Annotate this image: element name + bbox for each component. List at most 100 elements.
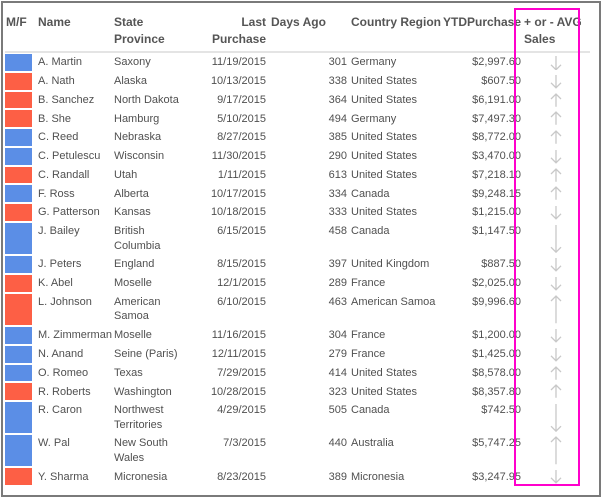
table-row[interactable]: C. Petulescu Wisconsin 11/30/2015 290 United… bbox=[5, 147, 590, 166]
table-row[interactable]: K. Abel Moselle 12/1/2015 289 France $2,025.0… bbox=[5, 274, 590, 293]
gender-cell bbox=[5, 255, 38, 274]
table-row[interactable]: F. Ross Alberta 10/17/2015 334 Canada $9,248.… bbox=[5, 184, 590, 203]
country-cell: Australia bbox=[351, 437, 394, 450]
last-purchase-cell: 12/11/2015 bbox=[211, 347, 266, 360]
ytd-cell: $2,997.60 bbox=[472, 56, 522, 69]
col-header-last-purchase[interactable]: Last Purchase bbox=[211, 15, 266, 46]
trend-cell bbox=[521, 326, 590, 345]
gender-swatch bbox=[5, 72, 32, 90]
country-cell: United States bbox=[351, 168, 418, 181]
arrow-up-icon bbox=[550, 130, 561, 144]
gender-cell bbox=[5, 147, 38, 166]
gender-cell bbox=[5, 52, 38, 72]
name-cell: C. Reed bbox=[38, 131, 79, 144]
col-header-country[interactable]: Country Region bbox=[351, 15, 441, 29]
table-row[interactable]: B. She Hamburg 5/10/2015 494 Germany $7,497.3… bbox=[5, 109, 590, 128]
name-cell: A. Nath bbox=[38, 74, 75, 87]
arrow-up-icon bbox=[550, 111, 561, 126]
trend-cell bbox=[521, 52, 590, 72]
ytd-cell: $8,578.00 bbox=[472, 366, 522, 379]
col-header-days-ago[interactable]: Days Ago bbox=[271, 15, 326, 29]
state-cell: Saxony bbox=[114, 56, 151, 69]
last-purchase-cell: 4/29/2015 bbox=[217, 404, 266, 417]
table-row[interactable]: C. Randall Utah 1/11/2015 613 United States $… bbox=[5, 166, 590, 185]
gender-swatch bbox=[5, 435, 32, 467]
table-row[interactable]: L. Johnson American Samoa 6/10/2015 463 Amer… bbox=[5, 293, 590, 326]
col-header-gender[interactable]: M/F bbox=[6, 15, 27, 29]
trend-cell bbox=[521, 293, 590, 326]
table-row[interactable]: J. Bailey British Columbia 6/15/2015 458 Can… bbox=[5, 222, 590, 255]
state-cell: England bbox=[114, 258, 155, 271]
state-cell: Hamburg bbox=[114, 112, 160, 125]
gender-swatch bbox=[5, 293, 32, 325]
trend-cell bbox=[521, 364, 590, 383]
name-cell: W. Pal bbox=[38, 437, 70, 450]
ytd-cell: $607.50 bbox=[481, 74, 522, 87]
table-row[interactable]: C. Reed Nebraska 8/27/2015 385 United States… bbox=[5, 128, 590, 147]
arrow-up-icon bbox=[550, 167, 561, 182]
country-cell: France bbox=[351, 329, 386, 342]
name-cell: R. Roberts bbox=[38, 385, 91, 398]
name-cell: Y. Sharma bbox=[38, 470, 89, 483]
table-row[interactable]: A. Nath Alaska 10/13/2015 338 United States $… bbox=[5, 72, 590, 91]
ytd-cell: $1,215.00 bbox=[472, 206, 522, 219]
table-row[interactable]: J. Peters England 8/15/2015 397 United Kingd… bbox=[5, 255, 590, 274]
country-cell: United States bbox=[351, 150, 418, 163]
arrow-up-icon bbox=[550, 436, 561, 465]
gender-cell bbox=[5, 382, 38, 401]
last-purchase-cell: 10/13/2015 bbox=[210, 74, 266, 87]
ytd-cell: $2,025.00 bbox=[472, 277, 522, 290]
days-ago-cell: 333 bbox=[328, 206, 347, 219]
table-row[interactable]: G. Patterson Kansas 10/18/2015 333 United St… bbox=[5, 203, 590, 222]
ytd-cell: $8,357.80 bbox=[472, 385, 522, 398]
gender-cell bbox=[5, 91, 38, 110]
country-cell: United States bbox=[351, 206, 418, 219]
arrow-down-icon bbox=[550, 225, 561, 254]
ytd-cell: $1,200.00 bbox=[472, 329, 522, 342]
gender-swatch bbox=[5, 110, 32, 128]
col-header-avg-sales[interactable]: + or - AVG Sales bbox=[524, 15, 582, 46]
gender-cell bbox=[5, 345, 38, 364]
table-row[interactable]: M. Zimmerman Moselle 11/16/2015 304 France $1… bbox=[5, 326, 590, 345]
ytd-cell: $5,747.25 bbox=[472, 437, 522, 450]
arrow-up-icon bbox=[550, 384, 561, 399]
table-row[interactable]: A. Martin Saxony 11/19/2015 301 Germany $2,99… bbox=[5, 52, 590, 72]
table-row[interactable]: Y. Sharma Micronesia 8/23/2015 389 Micronesi… bbox=[5, 467, 590, 486]
name-cell: M. Zimmerman bbox=[38, 329, 112, 342]
col-header-name[interactable]: Name bbox=[38, 15, 71, 29]
ytd-cell: $742.50 bbox=[481, 404, 522, 417]
country-cell: Canada bbox=[351, 187, 390, 200]
last-purchase-cell: 10/17/2015 bbox=[210, 187, 266, 200]
state-cell: Texas bbox=[114, 366, 143, 379]
gender-cell bbox=[5, 109, 38, 128]
trend-cell bbox=[521, 401, 590, 434]
gender-swatch bbox=[5, 402, 32, 434]
name-cell: K. Abel bbox=[38, 277, 73, 290]
days-ago-cell: 458 bbox=[328, 225, 347, 238]
table-row[interactable]: O. Romeo Texas 7/29/2015 414 United States $8… bbox=[5, 364, 590, 383]
gender-swatch bbox=[5, 54, 32, 71]
table-row[interactable]: R. Caron Northwest Territories 4/29/2015 50… bbox=[5, 401, 590, 434]
table-row[interactable]: N. Anand Seine (Paris) 12/11/2015 279 France… bbox=[5, 345, 590, 364]
country-cell: Germany bbox=[351, 56, 397, 69]
col-header-ytd[interactable]: YTDPurchase bbox=[443, 15, 522, 29]
table-row[interactable]: B. Sanchez North Dakota 9/17/2015 364 United… bbox=[5, 91, 590, 110]
gender-cell bbox=[5, 222, 38, 255]
gender-swatch bbox=[5, 91, 32, 109]
days-ago-cell: 505 bbox=[328, 404, 347, 417]
name-cell: A. Martin bbox=[38, 56, 83, 69]
last-purchase-cell: 7/29/2015 bbox=[217, 366, 266, 379]
state-cell: Utah bbox=[114, 168, 138, 181]
days-ago-cell: 440 bbox=[328, 437, 347, 450]
state-cell: Micronesia bbox=[114, 470, 168, 483]
trend-cell bbox=[521, 184, 590, 203]
last-purchase-cell: 11/19/2015 bbox=[211, 56, 266, 69]
ytd-cell: $6,191.00 bbox=[472, 93, 522, 106]
table-row[interactable]: W. Pal New South Wales 7/3/2015 440 Australi… bbox=[5, 434, 590, 467]
name-cell: O. Romeo bbox=[38, 366, 89, 379]
country-cell: American Samoa bbox=[351, 295, 436, 308]
table-row[interactable]: R. Roberts Washington 10/28/2015 323 United … bbox=[5, 382, 590, 401]
col-header-state[interactable]: State Province bbox=[114, 15, 165, 46]
state-cell: New South Wales bbox=[114, 437, 168, 464]
country-cell: United Kingdom bbox=[351, 258, 430, 271]
